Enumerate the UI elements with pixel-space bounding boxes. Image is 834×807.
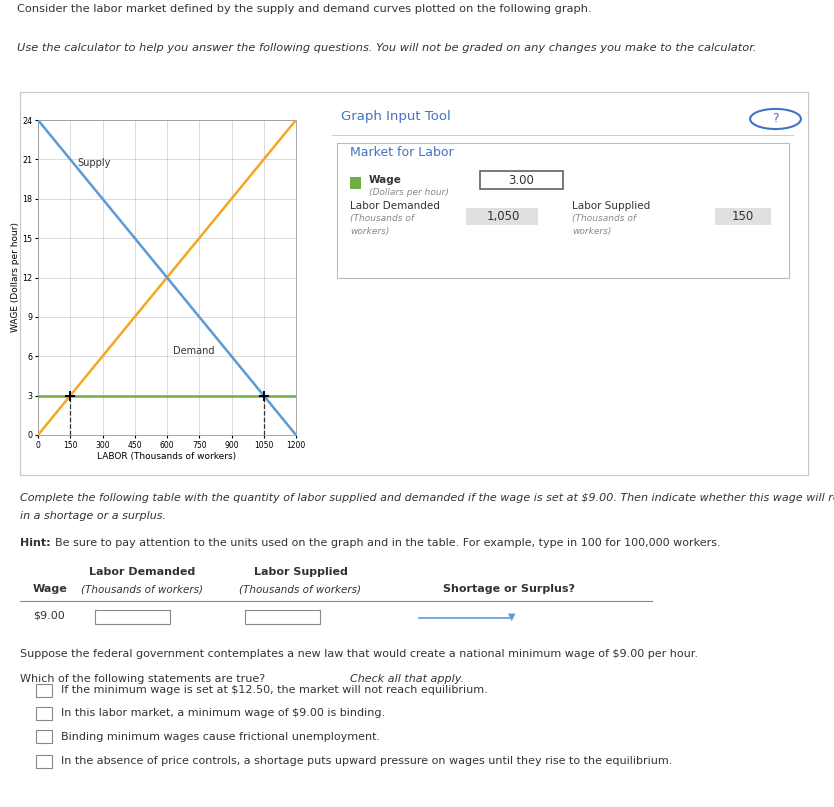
Text: Hint:: Hint:: [20, 537, 51, 548]
Text: Market for Labor: Market for Labor: [350, 146, 454, 160]
FancyBboxPatch shape: [466, 207, 538, 225]
Text: (Thousands of: (Thousands of: [350, 214, 414, 223]
Text: In the absence of price controls, a shortage puts upward pressure on wages until: In the absence of price controls, a shor…: [61, 756, 672, 767]
FancyBboxPatch shape: [245, 609, 320, 625]
Y-axis label: WAGE (Dollars per hour): WAGE (Dollars per hour): [11, 223, 19, 332]
Text: In this labor market, a minimum wage of $9.00 is binding.: In this labor market, a minimum wage of …: [61, 709, 385, 718]
Text: Consider the labor market defined by the supply and demand curves plotted on the: Consider the labor market defined by the…: [17, 4, 591, 14]
FancyBboxPatch shape: [716, 207, 771, 225]
Text: Complete the following table with the quantity of labor supplied and demanded if: Complete the following table with the qu…: [20, 492, 834, 503]
FancyBboxPatch shape: [36, 707, 52, 720]
FancyBboxPatch shape: [95, 609, 170, 625]
Text: Suppose the federal government contemplates a new law that would create a nation: Suppose the federal government contempla…: [20, 649, 698, 659]
Text: Wage: Wage: [369, 175, 402, 185]
Text: Labor Supplied: Labor Supplied: [572, 201, 651, 211]
Text: Labor Demanded: Labor Demanded: [89, 567, 196, 577]
Text: Check all that apply.: Check all that apply.: [350, 674, 465, 684]
Text: (Thousands of workers): (Thousands of workers): [239, 584, 361, 594]
Text: Shortage or Surplus?: Shortage or Surplus?: [443, 584, 575, 594]
Text: Graph Input Tool: Graph Input Tool: [341, 110, 451, 123]
Text: ?: ?: [772, 112, 779, 125]
Text: $9.00: $9.00: [33, 610, 64, 621]
FancyBboxPatch shape: [337, 143, 789, 278]
Text: ▼: ▼: [508, 612, 515, 622]
Text: Demand: Demand: [173, 345, 215, 356]
FancyBboxPatch shape: [350, 177, 360, 189]
Text: (Thousands of workers): (Thousands of workers): [82, 584, 203, 594]
Text: (Thousands of: (Thousands of: [572, 214, 636, 223]
Text: Be sure to pay attention to the units used on the graph and in the table. For ex: Be sure to pay attention to the units us…: [55, 537, 721, 548]
Text: Wage: Wage: [33, 584, 68, 594]
Text: If the minimum wage is set at $12.50, the market will not reach equilibrium.: If the minimum wage is set at $12.50, th…: [61, 685, 488, 695]
Text: in a shortage or a surplus.: in a shortage or a surplus.: [20, 512, 166, 521]
Text: Binding minimum wages cause frictional unemployment.: Binding minimum wages cause frictional u…: [61, 732, 380, 742]
Text: Supply: Supply: [78, 158, 111, 168]
FancyBboxPatch shape: [480, 171, 563, 190]
Text: workers): workers): [572, 227, 611, 236]
Text: Which of the following statements are true?: Which of the following statements are tr…: [20, 674, 269, 684]
Text: Labor Supplied: Labor Supplied: [254, 567, 348, 577]
FancyBboxPatch shape: [36, 755, 52, 768]
Text: 1,050: 1,050: [486, 210, 520, 223]
Text: workers): workers): [350, 227, 389, 236]
Text: (Dollars per hour): (Dollars per hour): [369, 187, 449, 197]
Text: Labor Demanded: Labor Demanded: [350, 201, 440, 211]
Text: Use the calculator to help you answer the following questions. You will not be g: Use the calculator to help you answer th…: [17, 44, 756, 53]
Text: 3.00: 3.00: [509, 174, 535, 186]
FancyBboxPatch shape: [36, 730, 52, 743]
FancyBboxPatch shape: [36, 684, 52, 697]
X-axis label: LABOR (Thousands of workers): LABOR (Thousands of workers): [98, 453, 237, 462]
Text: 150: 150: [732, 210, 754, 223]
